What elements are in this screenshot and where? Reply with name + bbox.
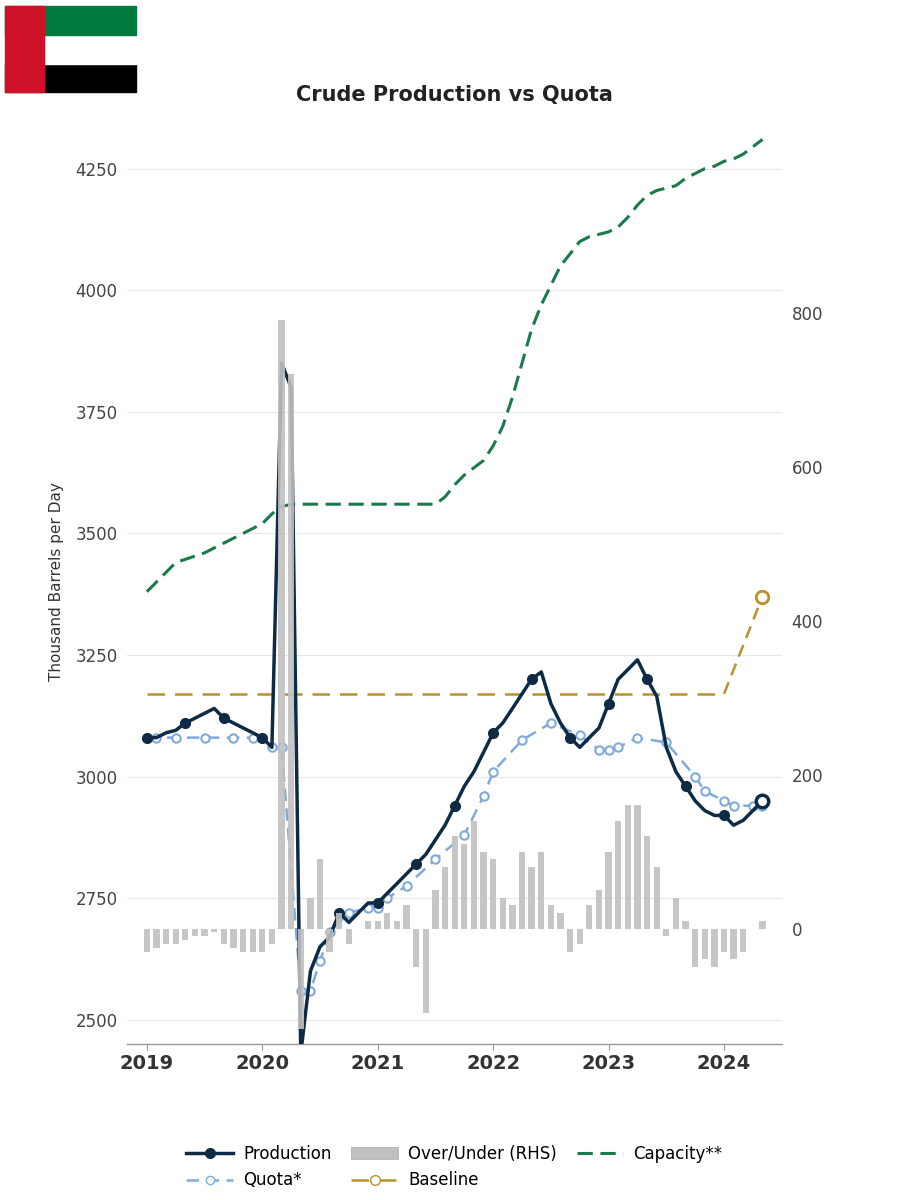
Bar: [259, 929, 265, 952]
Y-axis label: Thousand Barrels per Day: Thousand Barrels per Day: [49, 482, 65, 682]
Bar: [557, 913, 564, 929]
Bar: [567, 929, 574, 952]
Bar: [221, 929, 227, 944]
Bar: [173, 929, 179, 944]
Bar: [163, 929, 169, 944]
Bar: [624, 805, 631, 929]
Bar: [673, 898, 679, 929]
Bar: [605, 852, 612, 929]
Bar: [433, 890, 439, 929]
Bar: [375, 920, 381, 929]
Bar: [202, 929, 208, 936]
Bar: [452, 836, 458, 929]
Bar: [182, 929, 188, 940]
Bar: [654, 866, 660, 929]
Bar: [423, 929, 429, 1013]
Bar: [442, 866, 448, 929]
Bar: [731, 929, 737, 959]
Bar: [365, 920, 372, 929]
Bar: [269, 929, 275, 944]
Bar: [538, 852, 544, 929]
Bar: [413, 929, 419, 967]
Bar: [711, 929, 717, 967]
Bar: [644, 836, 650, 929]
Bar: [394, 920, 400, 929]
Bar: [288, 374, 295, 929]
Bar: [471, 821, 477, 929]
Bar: [490, 859, 496, 929]
Bar: [336, 913, 343, 929]
Bar: [5, 64, 136, 92]
Bar: [692, 929, 698, 967]
Bar: [500, 898, 506, 929]
Bar: [326, 929, 333, 952]
Bar: [154, 929, 160, 948]
Bar: [481, 852, 486, 929]
Bar: [5, 35, 136, 64]
Bar: [404, 905, 410, 929]
Bar: [5, 6, 44, 92]
Bar: [240, 929, 246, 952]
Bar: [5, 6, 136, 35]
Bar: [528, 866, 534, 929]
Bar: [519, 852, 525, 929]
Bar: [721, 929, 727, 952]
Title: Crude Production vs Quota: Crude Production vs Quota: [296, 84, 613, 104]
Bar: [345, 929, 352, 944]
Bar: [144, 929, 150, 952]
Bar: [634, 805, 641, 929]
Bar: [250, 929, 256, 952]
Bar: [192, 929, 198, 936]
Bar: [307, 898, 314, 929]
Bar: [576, 929, 583, 944]
Bar: [230, 929, 236, 948]
Bar: [297, 929, 304, 1028]
Bar: [595, 890, 602, 929]
Bar: [586, 905, 593, 929]
Bar: [702, 929, 708, 959]
Bar: [683, 920, 689, 929]
Bar: [548, 905, 554, 929]
Bar: [759, 920, 765, 929]
Legend: Production, Quota*, Over/Under (RHS), Baseline, Capacity**: Production, Quota*, Over/Under (RHS), Ba…: [182, 1140, 727, 1194]
Bar: [211, 929, 217, 932]
Bar: [615, 821, 622, 929]
Bar: [385, 913, 391, 929]
Bar: [461, 844, 467, 929]
Bar: [740, 929, 746, 952]
Bar: [509, 905, 515, 929]
Bar: [664, 929, 670, 936]
Bar: [317, 859, 324, 929]
Text: OPEC+ Production, Quota, and Expo: OPEC+ Production, Quota, and Expo: [164, 34, 815, 65]
Bar: [278, 320, 285, 929]
